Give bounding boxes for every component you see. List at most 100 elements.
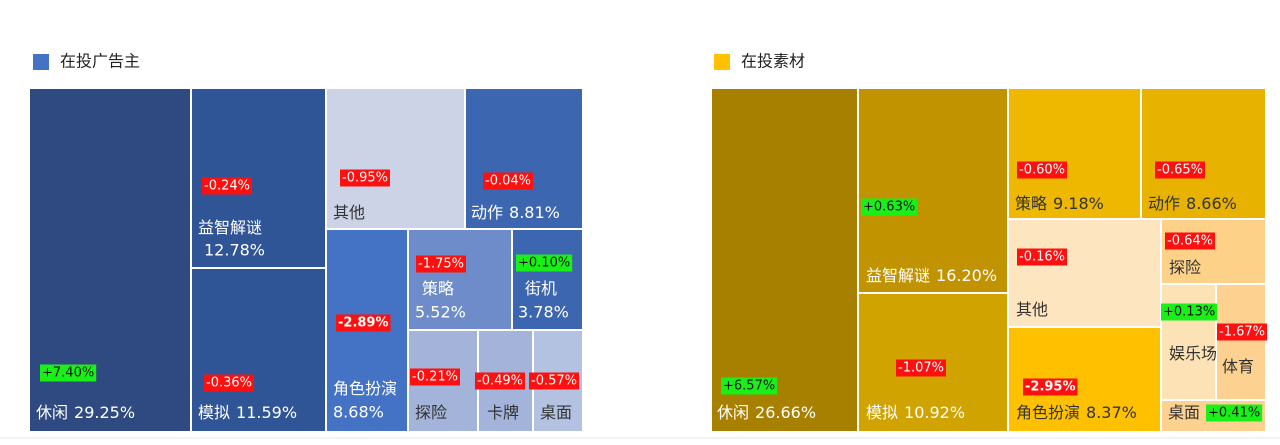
category-name: 益智解谜 xyxy=(198,218,262,237)
tile-label: 角色扮演 xyxy=(333,379,397,398)
tile-label: 益智解谜 16.20% xyxy=(866,266,997,285)
change-badge: -0.21% xyxy=(410,368,460,386)
change-label: +0.41% xyxy=(1208,406,1260,421)
change-badge: -0.64% xyxy=(1165,232,1215,250)
change-badge: -2.89% xyxy=(336,314,391,332)
legend-swatch xyxy=(714,54,730,70)
change-badge: -0.36% xyxy=(204,374,254,392)
tile-label: 休闲 26.66% xyxy=(717,403,816,422)
change-badge: -0.65% xyxy=(1155,161,1205,179)
change-badge: -1.67% xyxy=(1217,323,1267,341)
change-label: +0.10% xyxy=(518,256,570,271)
share-label: 11.59% xyxy=(236,403,297,422)
change-label: -0.65% xyxy=(1157,163,1203,178)
share-label: 8.81% xyxy=(509,203,560,222)
tile-label: 模拟 11.59% xyxy=(198,403,297,422)
change-badge: -0.57% xyxy=(529,372,579,390)
change-badge: -0.16% xyxy=(1017,248,1067,266)
category-name: 模拟 xyxy=(866,403,898,422)
change-label: -0.21% xyxy=(412,370,458,385)
change-box xyxy=(483,172,533,190)
change-box xyxy=(410,368,460,386)
share-label: 12.78% xyxy=(204,241,265,260)
change-box xyxy=(336,314,391,332)
change-box xyxy=(1017,248,1067,266)
change-badge: +0.13% xyxy=(1161,303,1218,321)
category-name: 角色扮演 xyxy=(1016,403,1080,422)
change-box xyxy=(1161,303,1218,321)
change-box xyxy=(516,254,573,272)
tile-label: 其他 xyxy=(333,203,365,222)
share-label: 9.18% xyxy=(1053,194,1104,213)
change-box xyxy=(1217,323,1267,341)
category-name: 街机 xyxy=(525,279,557,298)
change-label: -0.64% xyxy=(1167,234,1213,249)
category-name: 卡牌 xyxy=(487,403,519,422)
share-label: 26.66% xyxy=(755,403,816,422)
tile-label: 休闲 29.25% xyxy=(36,403,135,422)
tile-label: 动作 8.81% xyxy=(471,203,560,222)
change-label: -0.57% xyxy=(531,374,577,389)
tile-label: 其他 xyxy=(1016,300,1048,319)
category-name: 探险 xyxy=(415,403,447,422)
share-label: 29.25% xyxy=(74,403,135,422)
category-name: 策略 xyxy=(422,279,454,298)
change-box xyxy=(416,255,466,273)
category-name: 其他 xyxy=(333,203,365,222)
change-badge: +0.41% xyxy=(1206,404,1263,422)
change-label: -0.49% xyxy=(477,374,523,389)
change-badge: -2.95% xyxy=(1023,378,1078,396)
change-box xyxy=(861,198,918,216)
tile-label: 策略 xyxy=(422,279,454,298)
tile-label: 娱乐场 xyxy=(1169,344,1217,363)
change-badge: -0.24% xyxy=(202,177,252,195)
tile-label: 卡牌 xyxy=(487,403,519,422)
tile-label: 探险 xyxy=(1169,258,1201,277)
chart-title: 在投素材 xyxy=(741,52,805,71)
change-badge: +6.57% xyxy=(721,377,778,395)
change-box xyxy=(1023,378,1078,396)
change-label: +0.63% xyxy=(863,200,915,215)
change-badge: -0.04% xyxy=(483,172,533,190)
treemap-tile xyxy=(513,230,582,329)
change-label: -1.75% xyxy=(418,257,464,272)
category-name: 娱乐场 xyxy=(1169,344,1217,363)
category-name: 其他 xyxy=(1016,300,1048,319)
chart-title: 在投广告主 xyxy=(60,52,140,71)
category-name: 策略 xyxy=(1015,194,1047,213)
change-label: -2.95% xyxy=(1025,380,1076,395)
change-badge: -1.07% xyxy=(896,359,946,377)
treemap-tile xyxy=(409,230,511,329)
tile-label: 益智解谜 xyxy=(198,218,262,237)
category-name: 模拟 xyxy=(198,403,230,422)
treemap-tile xyxy=(1009,89,1140,218)
tile-label: 探险 xyxy=(415,403,447,422)
treemap-tile xyxy=(1217,285,1265,399)
change-label: -0.24% xyxy=(204,179,250,194)
change-label: -1.07% xyxy=(898,361,944,376)
change-box xyxy=(721,377,778,395)
legend-swatch xyxy=(33,54,49,70)
change-label: -1.67% xyxy=(1219,325,1265,340)
share-label: 8.66% xyxy=(1186,194,1237,213)
change-box xyxy=(1206,404,1263,422)
change-badge: -0.95% xyxy=(340,169,390,187)
tile-label: 桌面 xyxy=(1168,403,1200,422)
tile-label: 动作 8.66% xyxy=(1148,194,1237,213)
change-label: +6.57% xyxy=(723,379,775,394)
change-badge: +0.63% xyxy=(861,198,918,216)
share-label: 3.78% xyxy=(518,303,569,322)
change-label: -2.89% xyxy=(338,316,389,331)
category-name: 动作 xyxy=(1148,194,1180,213)
change-badge: +7.40% xyxy=(40,364,97,382)
treemap-tile xyxy=(466,89,582,228)
treemap-tile xyxy=(1162,285,1215,399)
tile-label: 策略 9.18% xyxy=(1015,194,1104,213)
change-label: +7.40% xyxy=(42,366,94,381)
treemap-tile xyxy=(1009,220,1160,326)
change-box xyxy=(202,177,252,195)
change-label: -0.36% xyxy=(206,376,252,391)
category-name: 益智解谜 xyxy=(866,266,930,285)
change-box xyxy=(529,372,579,390)
category-name: 休闲 xyxy=(36,403,68,422)
